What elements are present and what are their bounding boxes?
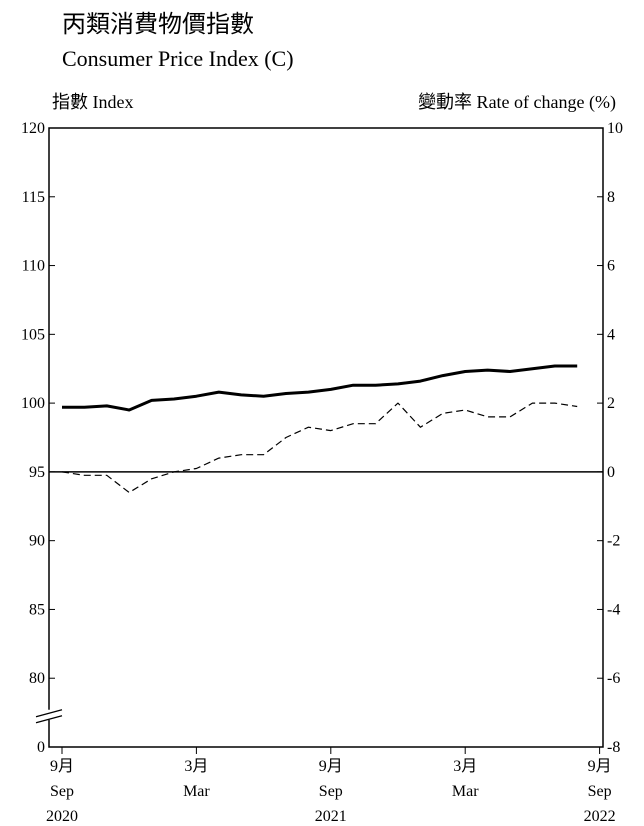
x-tick-label-zh: 9月 — [50, 758, 74, 775]
x-tick-label-year: 2022 — [584, 808, 616, 825]
chart-title-chinese: 丙類消費物價指數 — [62, 12, 254, 38]
x-tick-label-zh: 9月 — [588, 758, 612, 775]
left-tick-label: 110 — [22, 258, 45, 275]
axis-break-gap — [35, 709, 63, 720]
left-tick-label: 115 — [22, 189, 45, 206]
left-tick-label: 105 — [21, 326, 45, 343]
right-tick-label: -8 — [607, 739, 620, 756]
x-tick-label-en: Mar — [452, 783, 479, 800]
x-tick-label-en: Mar — [183, 783, 210, 800]
left-tick-label: 80 — [29, 670, 45, 687]
right-tick-label: -6 — [607, 670, 620, 687]
right-tick-label: 4 — [607, 326, 615, 343]
right-tick-label: -4 — [607, 601, 620, 618]
x-tick-label-zh: 3月 — [184, 758, 208, 775]
index-line — [62, 364, 578, 412]
x-tick-label-zh: 9月 — [319, 758, 343, 775]
axis-break-mark — [35, 709, 63, 718]
axis-break-mark — [35, 715, 63, 724]
left-tick-label: 120 — [21, 120, 45, 137]
left-tick-label: 0 — [37, 739, 45, 756]
left-tick-label: 85 — [29, 601, 45, 618]
x-tick-label-zh: 3月 — [453, 758, 477, 775]
right-tick-label: -2 — [607, 533, 620, 550]
right-tick-label: 8 — [607, 189, 615, 206]
chart-title: Consumer Price Index (C) — [62, 46, 294, 71]
left-tick-label: 95 — [29, 464, 45, 481]
left-axis-label: 指數 Index — [52, 92, 134, 112]
x-tick-label-year: 2021 — [315, 808, 347, 825]
plot-frame — [48, 127, 604, 748]
right-tick-label: 0 — [607, 464, 615, 481]
right-axis-label: 變動率 Rate of change (%) — [418, 92, 616, 112]
right-tick-label: 6 — [607, 258, 615, 275]
rate-of-change-line — [61, 402, 578, 494]
x-tick-label-year: 2020 — [46, 808, 78, 825]
x-tick-label-en: Sep — [319, 783, 343, 800]
x-tick-label-en: Sep — [50, 783, 74, 800]
left-tick-label: 100 — [21, 395, 45, 412]
right-tick-label: 10 — [607, 120, 623, 137]
x-tick-label-en: Sep — [588, 783, 612, 800]
left-tick-label: 90 — [29, 533, 45, 550]
right-tick-label: 2 — [607, 395, 615, 412]
